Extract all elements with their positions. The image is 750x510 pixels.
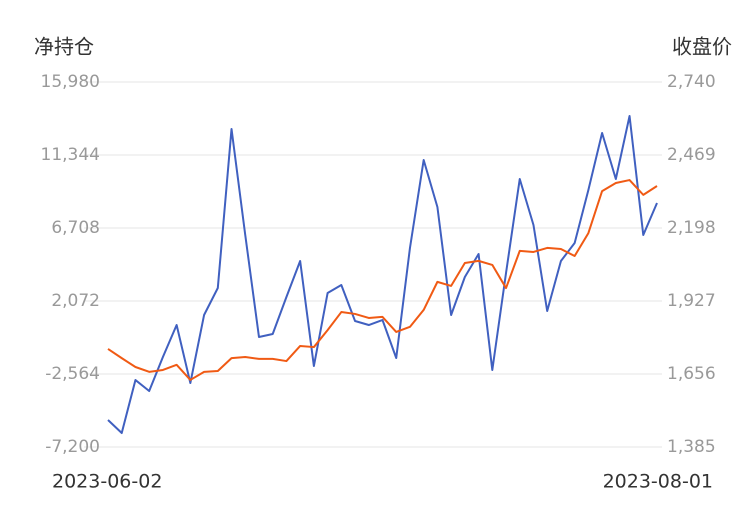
y2-tick-label: 2,198	[667, 218, 716, 238]
y-tick-label: 11,344	[41, 145, 100, 165]
y2-tick-label: 1,385	[667, 437, 716, 457]
y-axis-title: 净持仓	[34, 35, 94, 59]
y2-tick-label: 1,927	[667, 291, 716, 311]
y-tick-label: -7,200	[45, 437, 100, 457]
x-tick-label: 2023-08-01	[603, 471, 713, 493]
y-tick-label: 2,072	[51, 291, 100, 311]
y-tick-label: 15,980	[41, 72, 100, 92]
series-line	[107, 114, 658, 435]
y-tick-label: 6,708	[51, 218, 100, 238]
y2-tick-label: 1,656	[667, 364, 716, 384]
y2-axis-title: 收盘价	[672, 35, 732, 59]
y2-tick-label: 2,469	[667, 145, 716, 165]
y-tick-label: -2,564	[45, 364, 100, 384]
x-tick-label: 2023-06-02	[52, 471, 162, 493]
y2-tick-label: 2,740	[667, 72, 716, 92]
series-line	[107, 179, 658, 381]
